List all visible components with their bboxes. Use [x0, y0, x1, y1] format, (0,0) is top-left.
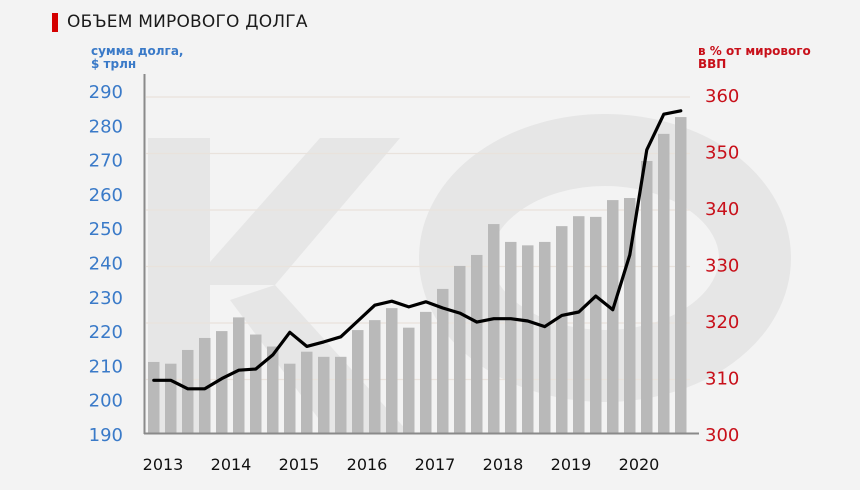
right-axis-label-line2: ВВП	[698, 57, 727, 71]
left-axis-tick-label: 270	[89, 151, 123, 172]
debt-bar	[539, 241, 551, 434]
left-axis-tick-label: 290	[89, 82, 123, 103]
x-axis-tick-label: 2018	[483, 455, 524, 474]
debt-bar	[165, 363, 177, 434]
right-axis-ticks: 300 310 320 330 340 350 360	[705, 86, 739, 446]
debt-bar	[437, 288, 449, 434]
debt-bar	[505, 241, 517, 434]
title-accent-bar	[52, 12, 58, 32]
debt-bar	[641, 160, 653, 435]
debt-bar	[573, 216, 585, 434]
left-axis-tick-label: 210	[89, 356, 123, 377]
debt-bar	[199, 337, 211, 434]
debt-bar	[454, 265, 466, 434]
left-axis-label: сумма долга, $ трлн	[91, 45, 183, 71]
chart-title-text: ОБЪЕМ МИРОВОГО ДОЛГА	[67, 12, 308, 32]
debt-bar	[420, 311, 432, 434]
debt-to-gdp-line	[152, 109, 683, 391]
x-axis-tick-label: 2014	[211, 455, 252, 474]
right-axis-tick-label: 330	[705, 256, 739, 277]
debt-bar	[522, 245, 534, 434]
right-axis-tick-label: 350	[705, 143, 739, 164]
debt-bar	[318, 356, 330, 434]
debt-bar	[556, 226, 568, 434]
debt-bar	[624, 198, 636, 434]
left-axis-tick-label: 260	[89, 185, 123, 206]
left-axis-tick-label: 190	[89, 425, 123, 446]
debt-bar	[267, 346, 279, 434]
debt-bar	[369, 320, 381, 434]
right-axis-tick-label: 360	[705, 86, 739, 107]
debt-bar	[352, 330, 364, 434]
debt-bar	[182, 349, 194, 434]
debt-bars	[148, 117, 687, 435]
debt-bar	[301, 351, 313, 434]
left-axis-label-line1: сумма долга,	[91, 44, 184, 58]
left-axis-tick-label: 240	[89, 254, 123, 275]
x-axis-tick-label: 2019	[551, 455, 592, 474]
debt-bar	[471, 254, 483, 434]
debt-bar	[607, 200, 619, 434]
debt-bar	[386, 308, 398, 434]
left-axis-ticks: 190 200 210 220 230 240 250 260 270 280 290	[89, 82, 123, 446]
x-axis-tick-label: 2013	[143, 455, 184, 474]
debt-bar	[284, 363, 296, 434]
left-axis-tick-label: 280	[89, 116, 123, 137]
x-axis-tick-label: 2017	[415, 455, 456, 474]
left-axis-tick-label: 230	[89, 288, 123, 309]
debt-bar	[250, 334, 262, 434]
left-axis-tick-label: 200	[89, 391, 123, 412]
right-axis-label-line1: в % от мирового	[698, 44, 811, 58]
right-axis-tick-label: 340	[705, 199, 739, 220]
right-axis-tick-label: 300	[705, 425, 739, 446]
x-axis-tick-label: 2020	[619, 455, 660, 474]
right-axis-tick-label: 310	[705, 369, 739, 390]
right-axis-tick-label: 320	[705, 312, 739, 333]
chart-title: ОБЪЕМ МИРОВОГО ДОЛГА	[52, 10, 308, 34]
x-axis-tick-label: 2015	[279, 455, 320, 474]
debt-bar	[335, 356, 347, 434]
left-axis-label-line2: $ трлн	[91, 57, 137, 71]
x-axis-ticks: 2013 2014 2015 2016 2017 2018 2019 2020	[143, 455, 660, 474]
debt-bar	[675, 117, 687, 435]
debt-bar	[590, 216, 602, 434]
debt-bar	[216, 331, 228, 434]
left-axis-tick-label: 220	[89, 322, 123, 343]
debt-bar	[488, 224, 500, 434]
right-axis-label: в % от мирового ВВП	[698, 45, 811, 71]
left-axis-tick-label: 250	[89, 219, 123, 240]
debt-bar	[148, 361, 160, 434]
debt-bar	[403, 327, 415, 434]
x-axis-tick-label: 2016	[347, 455, 388, 474]
debt-bar	[233, 317, 245, 434]
debt-bar	[658, 133, 670, 434]
